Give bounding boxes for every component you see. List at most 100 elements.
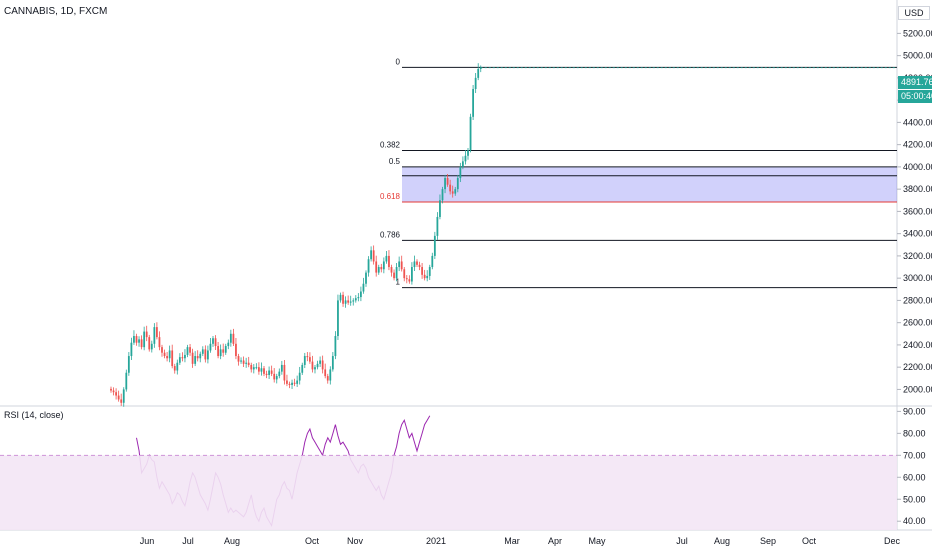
candle-body: [250, 364, 253, 370]
candle-body: [143, 331, 146, 348]
candle-body: [479, 67, 482, 69]
price-tick-label: 4400.00: [903, 117, 932, 127]
candle-body: [120, 399, 123, 403]
grid: [0, 0, 932, 531]
candle-body: [421, 267, 423, 275]
candle-body: [339, 294, 342, 301]
price-tick-label: 2400.00: [903, 340, 932, 350]
candle-body: [444, 178, 446, 190]
candle-body: [311, 361, 314, 370]
candle-body: [309, 357, 311, 362]
time-tick-label: Aug: [714, 536, 730, 546]
fib-level-label: 1: [396, 278, 401, 287]
candle-body: [176, 362, 179, 371]
candle-body: [314, 367, 316, 370]
candle-body: [168, 350, 171, 359]
rsi-axis[interactable]: 90.00 80.00 70.00 60.00 50.00 40.00: [0, 406, 926, 530]
candle-body: [209, 343, 212, 351]
candle-body: [199, 353, 202, 359]
candle-body: [184, 354, 186, 359]
candle-body: [360, 291, 362, 298]
candle-body: [324, 369, 327, 377]
candle-body: [278, 371, 281, 377]
candle-body: [217, 346, 219, 357]
candle-body: [163, 352, 166, 357]
candle-body: [352, 300, 355, 302]
time-tick-label: Mar: [504, 536, 520, 546]
candle-body: [178, 357, 181, 363]
time-tick-label: Jun: [140, 536, 155, 546]
candle-body: [474, 77, 477, 90]
candle-body: [344, 300, 347, 304]
time-tick-label: Oct: [305, 536, 320, 546]
candle-body: [347, 300, 350, 303]
rsi-tick-label: 40.00: [903, 516, 926, 526]
candle-body: [280, 364, 283, 372]
candle-body: [130, 342, 133, 357]
price-tick-label: 5000.00: [903, 51, 932, 61]
candle-body: [337, 300, 339, 337]
candle-body: [232, 333, 235, 344]
candle-body: [133, 336, 135, 343]
candle-body: [291, 382, 293, 385]
candle-body: [454, 189, 457, 194]
time-tick-label: Aug: [224, 536, 240, 546]
candle-body: [293, 382, 296, 384]
candle-body: [462, 161, 464, 167]
time-tick-label: May: [588, 536, 606, 546]
candle-body: [117, 395, 120, 400]
candle-body: [354, 298, 357, 301]
candle-body: [334, 336, 337, 357]
candle-body: [222, 349, 225, 353]
time-axis[interactable]: Jun Jul Aug Oct Nov 2021 Mar Apr May Jul Aug Sep Oct…: [140, 536, 901, 546]
price-tick-label: 3800.00: [903, 184, 932, 194]
rsi-tick-label: 50.00: [903, 494, 926, 504]
candle-body: [245, 362, 248, 364]
candle-body: [382, 261, 385, 270]
candle-body: [400, 261, 403, 270]
candle-body: [408, 279, 411, 282]
candle-body: [207, 350, 209, 360]
candle-body: [173, 366, 176, 371]
candle-body: [235, 343, 237, 357]
price-tick-label: 3600.00: [903, 206, 932, 216]
candle-body: [145, 331, 148, 338]
candle-body: [472, 89, 474, 117]
candle-body: [426, 275, 429, 279]
candle-body: [433, 235, 436, 256]
candle-body: [370, 250, 372, 260]
candle-body: [418, 264, 421, 268]
candle-body: [449, 184, 452, 192]
candle-body: [263, 368, 265, 374]
candle-body: [319, 360, 321, 364]
candle-body: [127, 356, 130, 373]
candle-body: [416, 261, 418, 265]
candle-body: [451, 191, 454, 194]
candle-body: [125, 372, 128, 390]
price-tick-label: 4000.00: [903, 162, 932, 172]
candle-body: [138, 339, 140, 343]
candle-body: [372, 250, 375, 262]
price-tick-label: 4200.00: [903, 140, 932, 150]
candle-body: [403, 269, 406, 279]
candle-body: [331, 356, 334, 370]
candle-body: [240, 360, 242, 362]
rsi-tick-label: 90.00: [903, 406, 926, 416]
price-tick-label: 2800.00: [903, 295, 932, 305]
currency-button[interactable]: USD: [898, 6, 930, 20]
candle-body: [150, 343, 153, 350]
candle-body: [196, 356, 199, 359]
candle-body: [161, 347, 163, 353]
fib-retracement[interactable]: 0 0.382 0.5 0.618 0.786 1: [380, 57, 897, 289]
candle-body: [469, 116, 472, 151]
candle-body: [166, 356, 168, 359]
candle-body: [298, 372, 301, 381]
candle-body: [329, 369, 332, 381]
candle-body: [464, 155, 467, 162]
candle-body: [439, 200, 441, 217]
price-tick-label: 3400.00: [903, 229, 932, 239]
candle-body: [273, 373, 276, 380]
rsi-tick-label: 70.00: [903, 450, 926, 460]
candle-body: [275, 376, 278, 380]
